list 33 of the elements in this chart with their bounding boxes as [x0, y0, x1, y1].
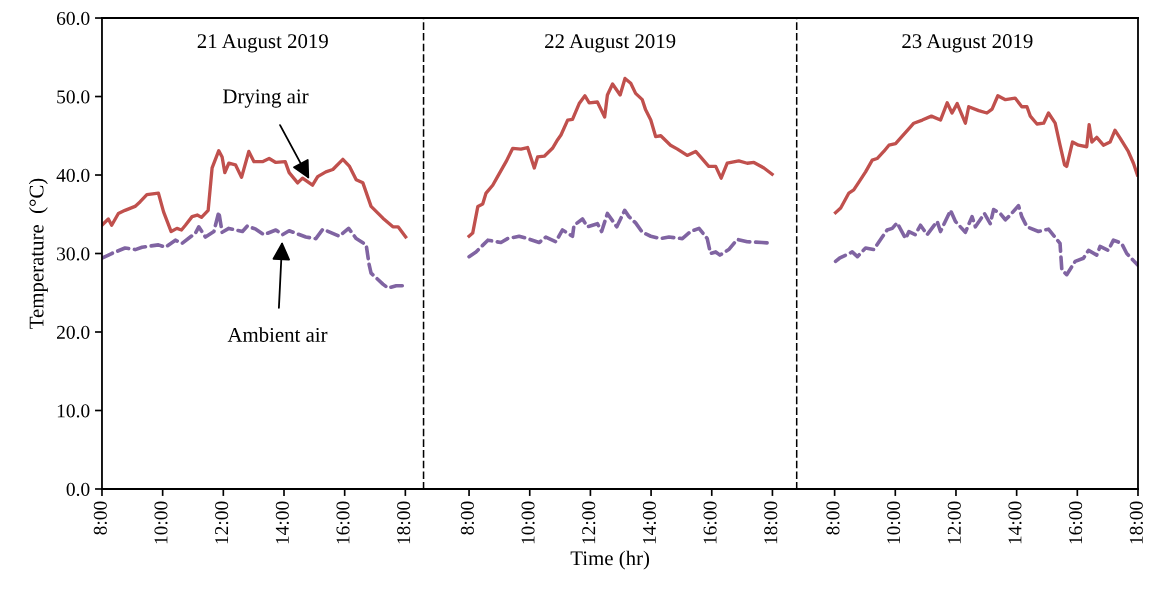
x-tick-label: 16:00 [336, 501, 350, 544]
x-tick-label: 14:00 [642, 501, 657, 544]
y-tick-label: 10.0 [57, 404, 90, 418]
x-tick-label: 10:00 [887, 501, 901, 544]
line-series [101, 149, 408, 239]
text: 21 August 2019 [197, 34, 328, 53]
x-tick-label: 16:00 [703, 501, 717, 544]
x-tick-label: 10:00 [154, 501, 168, 544]
y-tick-label: 0.0 [66, 482, 90, 497]
x-tick-label: 12:00 [582, 501, 596, 544]
x-tick-label: 12:00 [215, 501, 229, 544]
x-tick-label: 8:00 [460, 501, 475, 535]
x-tick-label: 12:00 [947, 501, 961, 544]
x-tick-label: 14:00 [1008, 501, 1022, 544]
x-tick-label: 10:00 [521, 501, 535, 544]
annotation: Drying air [223, 89, 309, 108]
y-tick-label: 40.0 [56, 168, 90, 183]
y-axis-title: Temperature (°C) [28, 178, 48, 329]
text: 22 August 2019 [545, 34, 676, 53]
x-tick-label: 8:00 [93, 501, 107, 535]
y-tick-label: 30.0 [57, 247, 90, 261]
x-axis-title: Time (hr) [570, 550, 650, 570]
y-tick-label: 20.0 [57, 325, 90, 340]
x-tick-label: 18:00 [764, 501, 778, 544]
x-tick-label: 8:00 [826, 501, 840, 535]
y-tick-label: 50.0 [57, 90, 90, 104]
annotation: Ambient air [227, 327, 328, 342]
y-tick-label: 60.0 [56, 11, 90, 26]
x-tick-label: 18:00 [1129, 501, 1143, 544]
x-tick-label: 14:00 [275, 501, 289, 544]
x-tick-label: 16:00 [1069, 501, 1083, 544]
text: 23 August 2019 [902, 34, 1033, 53]
x-tick-label: 18:00 [397, 501, 411, 544]
